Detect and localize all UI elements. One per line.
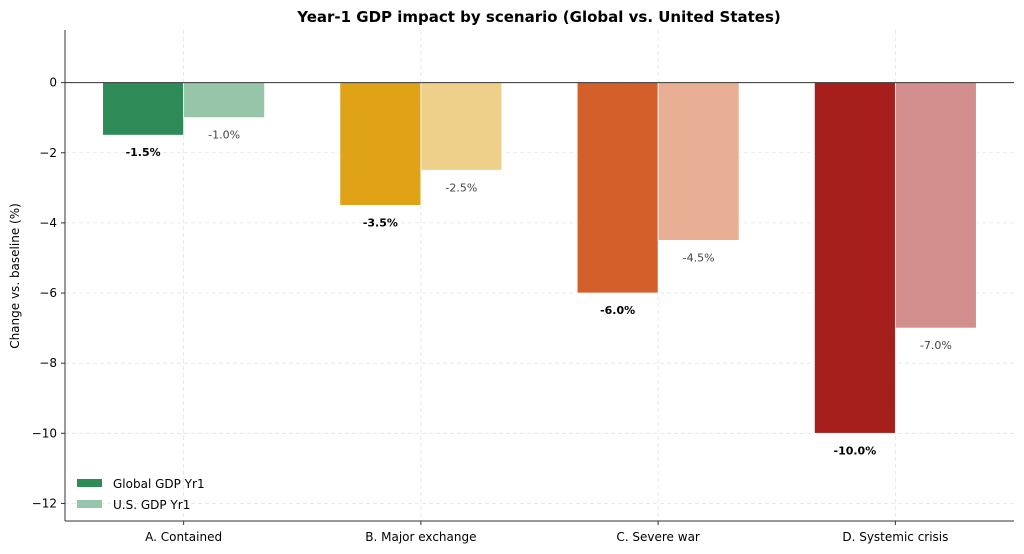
legend-label-us: U.S. GDP Yr1 [113, 498, 190, 512]
chart-title: Year-1 GDP impact by scenario (Global vs… [296, 8, 781, 26]
x-tick-label: A. Contained [145, 530, 222, 544]
y-tick-label: −2 [39, 146, 57, 160]
bar-global [576, 82, 659, 294]
y-tick-label: −8 [39, 356, 57, 370]
legend-swatch-global [77, 479, 102, 487]
data-label-us: -4.5% [683, 251, 715, 264]
x-tick-label: B. Major exchange [365, 530, 476, 544]
bar-global [339, 82, 422, 206]
data-label-global: -6.0% [600, 304, 635, 317]
data-label-global: -1.5% [126, 146, 161, 159]
data-label-us: -2.5% [445, 181, 477, 194]
bar-us [183, 82, 266, 119]
legend-swatch-us [77, 500, 102, 508]
axes: 0 −2 −4 −6 −8 −10 −12 A. Contained B. Major exch… [32, 30, 1014, 544]
y-tick-label: −4 [39, 216, 57, 230]
data-label-global: -10.0% [834, 444, 877, 457]
legend-label-global: Global GDP Yr1 [113, 477, 205, 491]
y-tick-label: 0 [49, 76, 57, 90]
y-tick-label: −10 [32, 426, 57, 440]
bar-us [894, 82, 977, 329]
bar-global [102, 82, 185, 136]
bar-global [813, 82, 896, 434]
data-label-us: -7.0% [920, 339, 952, 352]
data-label-global: -3.5% [363, 216, 398, 229]
bars [102, 82, 977, 434]
bar-us [657, 82, 740, 241]
y-axis-label: Change vs. baseline (%) [8, 203, 22, 349]
legend: Global GDP Yr1 U.S. GDP Yr1 [77, 477, 205, 512]
data-label-us: -1.0% [208, 129, 240, 142]
data-labels: -1.5% -3.5% -6.0% -10.0% -1.0% -2.5% -4.5% -7.0… [126, 129, 952, 458]
bar-us [420, 82, 503, 171]
y-tick-label: −6 [39, 286, 57, 300]
x-tick-label: C. Severe war [616, 530, 700, 544]
y-tick-label: −12 [32, 496, 57, 510]
x-tick-label: D. Systemic crisis [842, 530, 948, 544]
